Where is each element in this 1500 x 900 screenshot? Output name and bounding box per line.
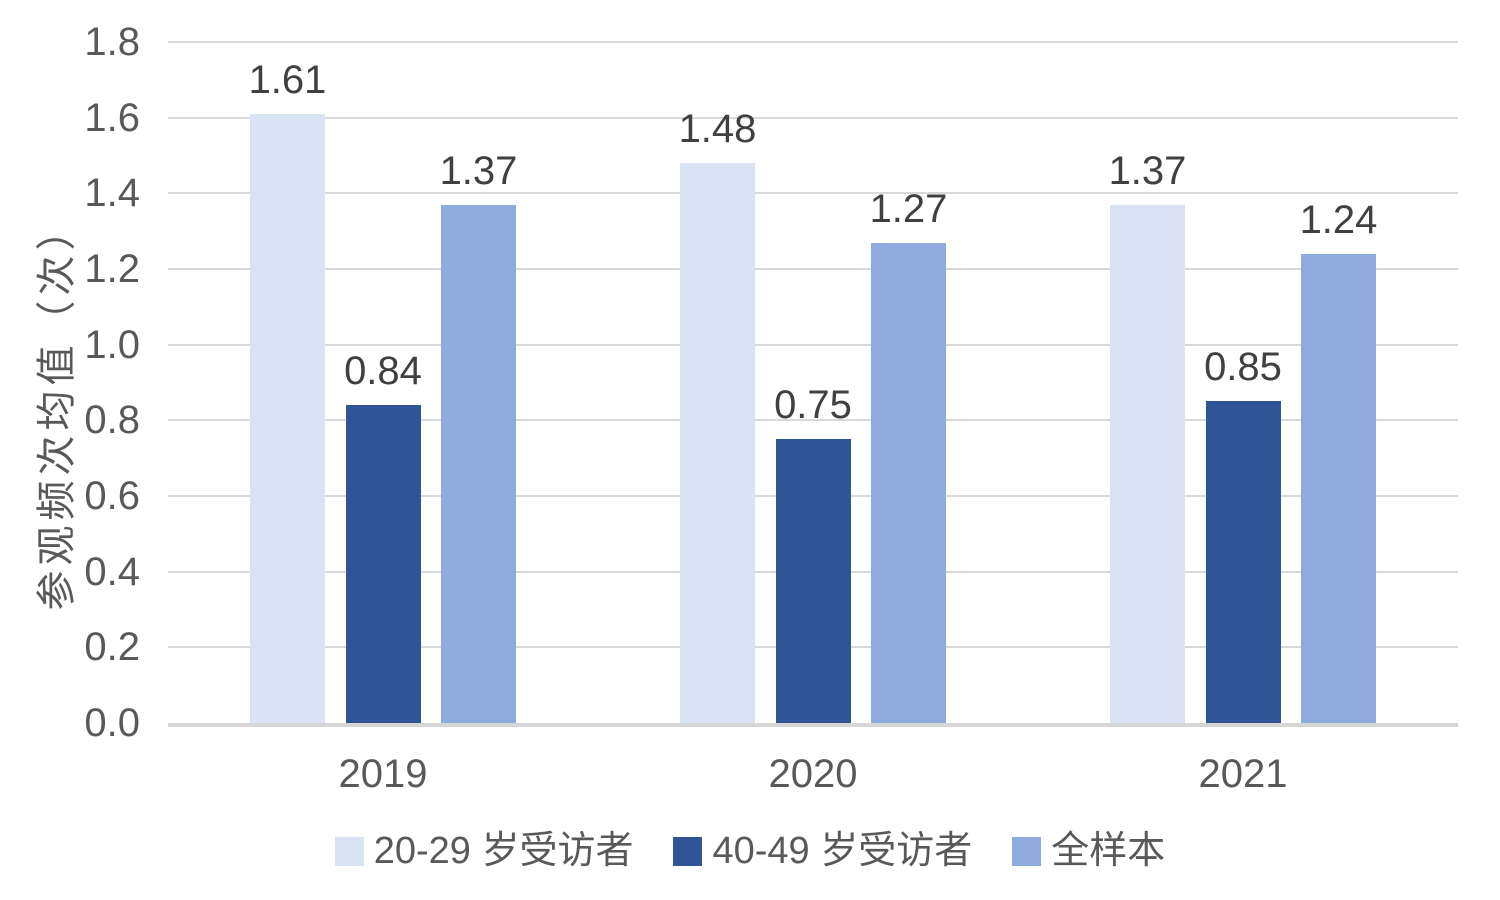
gridline — [168, 41, 1458, 43]
bar-2021-series-2 — [1301, 253, 1376, 723]
y-axis-tick-label: 0.4 — [84, 549, 140, 594]
value-label: 1.24 — [1299, 197, 1378, 242]
y-axis-tick-label: 1.6 — [84, 95, 140, 140]
value-label: 1.37 — [1108, 148, 1187, 193]
x-axis-tick-label: 2021 — [1198, 752, 1288, 796]
value-label: 1.48 — [678, 107, 757, 152]
gridline — [168, 419, 1458, 422]
y-axis-tick-label: 0.8 — [84, 398, 140, 443]
x-axis-tick-label: 2019 — [338, 752, 428, 796]
legend-item-2: 全样本 — [1012, 832, 1165, 870]
gridline — [168, 192, 1458, 195]
value-label: 1.27 — [869, 186, 948, 231]
value-label: 0.84 — [344, 349, 422, 394]
legend-label: 全样本 — [1051, 830, 1166, 872]
value-label: 0.85 — [1204, 345, 1282, 390]
legend-item-1: 40-49 岁受访者 — [673, 832, 972, 870]
value-label: 1.61 — [248, 57, 327, 102]
bar-2020-series-1 — [775, 439, 851, 723]
y-axis-tick-label: 1.0 — [84, 322, 140, 367]
legend: 20-29 岁受访者 40-49 岁受访者 全样本 — [0, 830, 1500, 872]
legend-swatch-icon — [1012, 836, 1042, 866]
gridline — [168, 343, 1458, 346]
y-axis-tick-label: 1.4 — [84, 171, 140, 216]
bar-2020-series-2 — [871, 242, 946, 723]
legend-label: 20-29 岁受访者 — [373, 830, 634, 872]
value-label: 1.37 — [439, 148, 518, 193]
bar-2021-series-0 — [1110, 204, 1185, 723]
y-axis-tick-label: 1.8 — [84, 20, 140, 64]
bar-2019-series-1 — [345, 405, 421, 723]
legend-label: 40-49 岁受访者 — [712, 830, 973, 872]
legend-item-0: 20-29 岁受访者 — [334, 830, 634, 872]
legend-swatch-icon — [334, 836, 364, 866]
y-axis-tick-label: 1.2 — [84, 247, 140, 291]
y-axis-tick-label: 0.6 — [84, 474, 140, 518]
bar-2019-series-2 — [441, 204, 516, 723]
bar-2021-series-1 — [1205, 401, 1281, 723]
gridline — [168, 268, 1458, 270]
value-label: 0.75 — [774, 383, 852, 428]
y-axis-tick-label: 0.0 — [84, 701, 140, 745]
bar-2019-series-0 — [250, 113, 325, 723]
x-axis-tick-label: 2020 — [768, 752, 858, 796]
legend-swatch-icon — [673, 836, 703, 866]
plot-area: 1.61 0.84 1.37 1.48 0.75 1.27 1.37 0.85 1.24 — [168, 41, 1458, 727]
bar-2020-series-0 — [680, 163, 755, 723]
y-axis-tick-label: 0.2 — [84, 625, 140, 670]
gridline — [168, 116, 1458, 119]
